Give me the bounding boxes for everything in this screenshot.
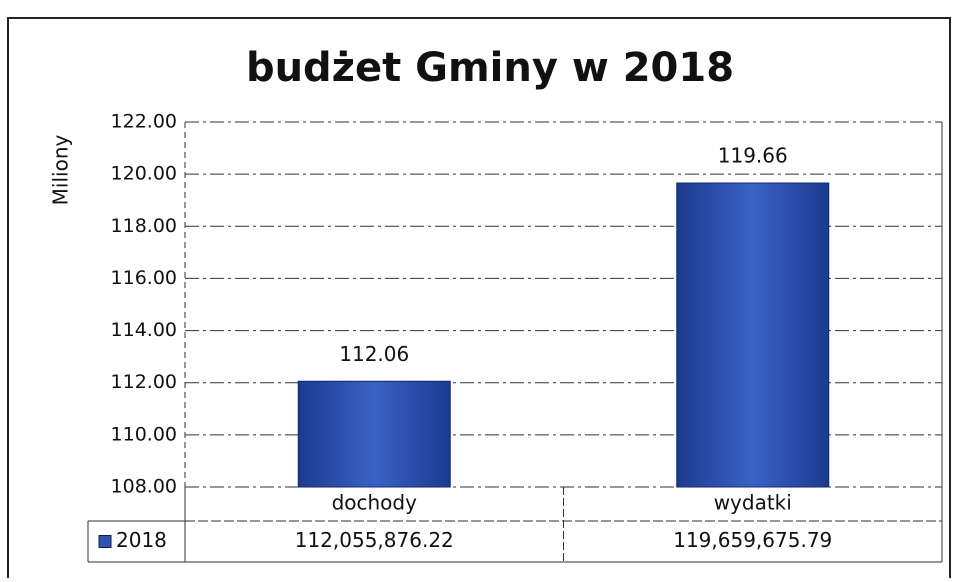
legend-swatch (98, 535, 112, 548)
table-cell: 119,659,675.79 (673, 528, 832, 552)
y-tick-label: 114.00 (111, 319, 177, 341)
y-tick-label: 120.00 (111, 163, 177, 185)
data-label: 119.66 (718, 144, 788, 168)
y-axis-label: Miliony (49, 135, 73, 206)
table-cell: 112,055,876.22 (295, 528, 454, 552)
y-tick-label: 108.00 (111, 476, 177, 498)
x-tick-label: dochody (332, 491, 418, 515)
bar (676, 182, 830, 488)
chart-title: budżet Gminy w 2018 (246, 45, 734, 91)
y-tick-label: 118.00 (111, 215, 177, 237)
data-label: 112.06 (339, 342, 409, 366)
y-tick-label: 110.00 (111, 423, 177, 445)
legend-label: 2018 (116, 528, 167, 552)
bar (297, 380, 451, 488)
x-tick-label: wydatki (714, 491, 792, 515)
y-tick-label: 112.00 (111, 371, 177, 393)
y-tick-label: 122.00 (111, 111, 177, 133)
chart-frame (7, 17, 951, 582)
y-tick-label: 116.00 (111, 267, 177, 289)
